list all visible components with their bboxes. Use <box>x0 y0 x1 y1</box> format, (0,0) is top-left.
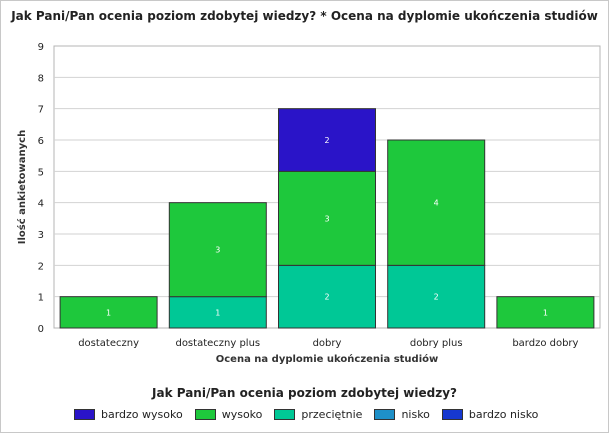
legend-label: przeciętnie <box>301 408 363 421</box>
legend-item: wysoko <box>194 408 263 421</box>
y-tick-label: 1 <box>38 293 44 304</box>
data-label: 2 <box>324 136 329 145</box>
legend-label: bardzo nisko <box>468 408 539 421</box>
data-label: 2 <box>434 293 439 302</box>
x-tick-labels: dostateczny dostateczny plus dobry dobry pl… <box>78 338 578 349</box>
legend-swatch <box>274 409 296 420</box>
data-label: 1 <box>106 308 111 317</box>
bars: 1 1 3 2 3 2 2 4 1 <box>59 108 595 329</box>
data-label: 4 <box>434 199 439 208</box>
x-axis-title: Ocena na dyplomie ukończenia studiów <box>216 353 439 365</box>
legend-item: bardzo wysoko <box>74 408 183 421</box>
legend-swatch <box>74 409 95 420</box>
legend-label: bardzo wysoko <box>101 408 183 421</box>
data-label: 3 <box>324 214 329 223</box>
data-label: 1 <box>543 308 548 317</box>
y-tick-label: 4 <box>38 199 44 210</box>
y-tick-label: 8 <box>38 73 44 84</box>
bar-segment <box>59 296 158 329</box>
chart-title: Jak Pani/Pan ocenia poziom zdobytej wied… <box>11 9 598 23</box>
bar-segment <box>168 202 267 298</box>
legend-label: nisko <box>401 408 430 421</box>
y-tick-label: 9 <box>38 42 44 53</box>
legend-swatch <box>194 409 216 420</box>
legend-title: Jak Pani/Pan ocenia poziom zdobytej wied… <box>152 386 457 400</box>
legend-item: bardzo nisko <box>441 408 539 421</box>
y-tick-label: 6 <box>38 136 44 147</box>
legend: bardzo wysoko wysoko przeciętnie nisko b… <box>74 408 550 421</box>
legend-swatch <box>374 409 396 420</box>
bar-segment <box>387 139 486 266</box>
y-tick-label: 2 <box>38 261 44 272</box>
legend-label: wysoko <box>221 408 263 421</box>
y-tick-label: 0 <box>38 324 44 335</box>
x-tick-label: dostateczny <box>78 338 139 349</box>
y-tick-labels: 0 1 2 3 4 5 6 7 8 9 <box>38 42 44 335</box>
y-axis-title: Ilość ankietowanych <box>16 130 28 244</box>
y-tick-label: 5 <box>38 167 44 178</box>
data-label: 2 <box>324 293 329 302</box>
y-tick-label: 7 <box>38 105 44 116</box>
bar-segment <box>496 296 595 329</box>
x-tick-label: dostateczny plus <box>175 338 260 349</box>
bar-segment <box>168 296 267 329</box>
legend-item: nisko <box>374 408 430 421</box>
bar-segment <box>278 108 376 172</box>
data-label: 1 <box>215 308 220 317</box>
y-tick-label: 3 <box>38 230 44 241</box>
bar-segment <box>387 264 486 329</box>
legend-swatch <box>441 409 463 420</box>
x-tick-label: bardzo dobry <box>512 338 578 349</box>
x-tick-label: dobry <box>313 338 342 349</box>
legend-item: przeciętnie <box>274 408 362 421</box>
x-tick-label: dobry plus <box>410 338 463 349</box>
bar-segment <box>278 264 376 329</box>
data-label: 3 <box>215 246 220 255</box>
